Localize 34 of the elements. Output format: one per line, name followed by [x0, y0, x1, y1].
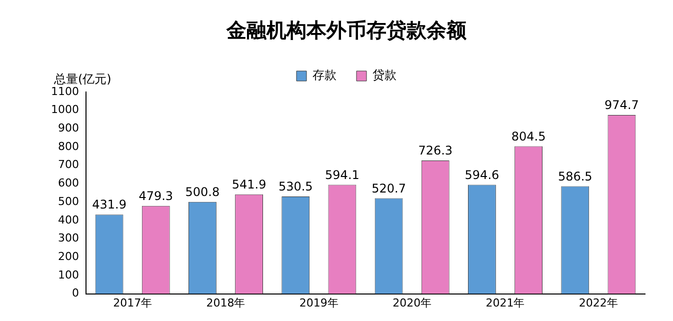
y-tick-label: 900	[58, 122, 79, 135]
y-tick-label: 800	[58, 140, 79, 153]
y-axis-title: 总量(亿元)	[53, 72, 112, 86]
data-label: 541.9	[232, 178, 266, 192]
data-label: 479.3	[138, 188, 174, 203]
y-tick-label: 300	[58, 232, 79, 245]
data-label: 530.5	[278, 180, 313, 194]
x-tick-label: 2018年	[206, 296, 246, 310]
data-label: 726.3	[418, 144, 453, 158]
legend-label: 存款	[312, 68, 336, 82]
y-tick-label: 500	[58, 194, 79, 208]
x-tick-label: 2020年	[392, 296, 432, 310]
y-tick-label: 600	[58, 176, 79, 190]
legend-label: 贷款	[372, 68, 396, 82]
y-tick-label: 0	[72, 286, 79, 300]
x-tick-label: 2019年	[299, 296, 338, 310]
chart-title: 金融机构本外币存贷款余额	[226, 18, 468, 42]
y-tick-label: 200	[58, 250, 79, 263]
data-label: 594.6	[464, 168, 500, 182]
data-label: 804.5	[511, 129, 546, 144]
data-label: 431.9	[92, 198, 126, 212]
y-tick-label: 1100	[50, 84, 79, 98]
y-tick-label: 400	[58, 213, 79, 226]
data-label: 500.8	[185, 185, 220, 200]
data-label: 974.7	[604, 98, 639, 112]
data-label: 586.5	[558, 169, 592, 184]
data-label: 520.7	[372, 181, 406, 196]
data-label: 594.1	[325, 168, 360, 182]
y-tick-label: 1000	[50, 103, 79, 116]
x-tick-label: 2017年	[113, 296, 152, 310]
y-tick-label: 700	[58, 158, 79, 172]
y-tick-label: 100	[58, 268, 79, 282]
x-tick-label: 2021年	[486, 296, 525, 310]
x-tick-label: 2022年	[578, 296, 618, 310]
